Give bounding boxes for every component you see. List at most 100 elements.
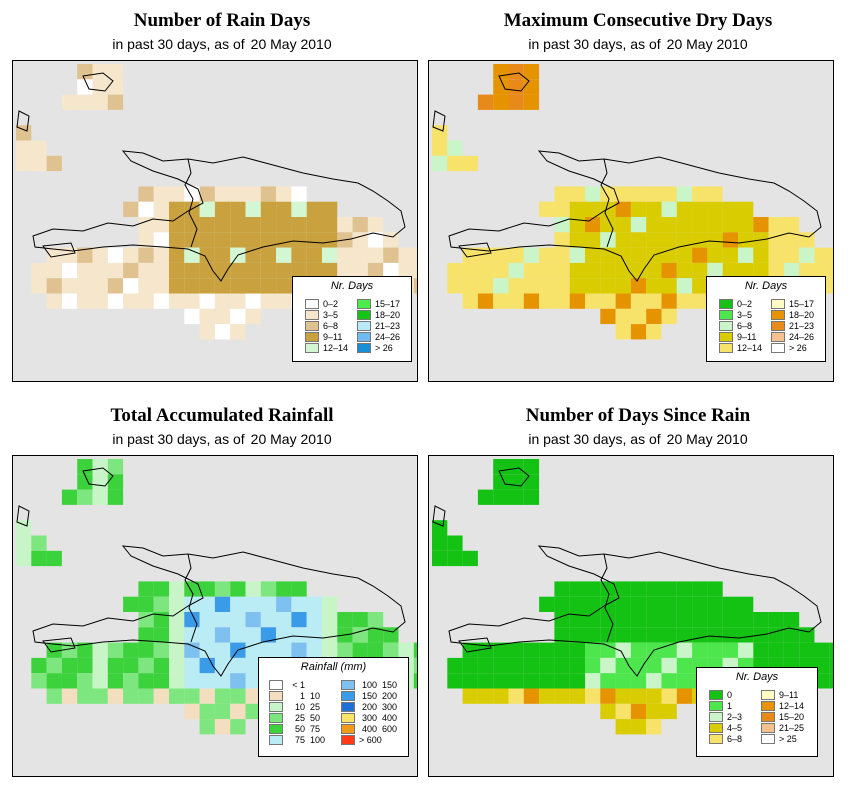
- grid-cell: [214, 324, 231, 340]
- grid-cell: [214, 657, 231, 674]
- grid-cell: [523, 79, 540, 95]
- grid-cell: [138, 688, 154, 704]
- grid-cell: [493, 79, 509, 95]
- grid-cell: [630, 581, 647, 597]
- grid-cell: [322, 642, 338, 658]
- grid-cell: [493, 673, 509, 689]
- legend: Nr. Days 0–2 3–5 6–8 9–11 12–14 15–17 18–20 21–…: [292, 276, 412, 362]
- legend-swatch: [357, 320, 371, 331]
- grid-cell: [554, 657, 570, 674]
- grid-cell: [46, 155, 62, 172]
- coastline: [448, 545, 822, 677]
- grid-cell: [230, 324, 246, 340]
- grid-cell: [46, 642, 62, 658]
- grid-cell: [447, 550, 463, 567]
- legend-swatch: [771, 309, 785, 320]
- grid-cell: [107, 293, 124, 309]
- grid-cell: [230, 293, 246, 309]
- grid-cell: [260, 217, 277, 233]
- grid-cell: [676, 262, 693, 279]
- legend-swatch: [771, 320, 785, 331]
- grid-cell: [508, 262, 524, 279]
- grid-cell: [230, 308, 246, 325]
- grid-cell: [199, 201, 215, 217]
- legend-item: > 25: [761, 733, 797, 744]
- grid-cell: [214, 247, 231, 263]
- grid-cell: [646, 719, 662, 735]
- grid-cell: [199, 688, 215, 704]
- grid-cell: [508, 673, 524, 689]
- grid-cell: [646, 262, 662, 279]
- grid-cell: [92, 247, 108, 263]
- grid-cell: [61, 688, 78, 704]
- grid-cell: [630, 262, 647, 279]
- grid-cell: [722, 612, 738, 628]
- legend-item: > 26: [357, 342, 393, 353]
- grid-cell: [276, 217, 292, 233]
- grid-cell: [661, 657, 677, 674]
- grid-cell: [245, 612, 261, 628]
- grid-cell: [153, 581, 169, 597]
- grid-cell: [707, 186, 723, 202]
- coastline: [32, 545, 406, 677]
- legend-label: 4–5: [727, 722, 743, 733]
- grid-cell: [447, 535, 463, 551]
- legend-label-low: 1: [299, 690, 305, 701]
- grid-cell: [46, 293, 62, 309]
- grid-cell: [107, 79, 124, 95]
- grid-cell: [214, 186, 231, 202]
- grid-cell: [230, 657, 246, 674]
- grid-cell: [214, 201, 231, 217]
- legend-swatch: [761, 711, 775, 722]
- grid-cell: [214, 703, 231, 720]
- grid-cell: [829, 278, 833, 294]
- grid-cell: [523, 688, 540, 704]
- grid-cell: [276, 293, 292, 309]
- legend-item: 18–20: [357, 309, 400, 320]
- grid-cell: [829, 673, 833, 689]
- grid-cell: [554, 688, 570, 704]
- grid-cell: [107, 278, 124, 294]
- grid-cell: [539, 596, 555, 612]
- legend-label-low: 25: [294, 712, 305, 723]
- grid-cell: [260, 232, 277, 248]
- grid-cell: [508, 688, 524, 704]
- islands-outline: [432, 72, 530, 258]
- grid-cell: [554, 293, 570, 309]
- legend-item: 10 25: [269, 701, 320, 712]
- grid-cell: [230, 186, 246, 202]
- grid-cell: [676, 642, 693, 658]
- legend-label: > 25: [779, 733, 797, 744]
- grid-cell: [554, 673, 570, 689]
- grid-cell: [153, 293, 169, 309]
- grid-cell: [523, 278, 540, 294]
- grid-cell: [447, 140, 463, 156]
- legend-item: 21–25: [761, 722, 804, 733]
- grid-cell: [306, 247, 322, 263]
- panel-subtitle: in past 30 days, as of 20 May 2010: [528, 36, 748, 52]
- grid-cell: [16, 155, 32, 172]
- legend-label: 3–5: [323, 309, 339, 320]
- grid-cell: [199, 703, 215, 720]
- grid-cell: [630, 247, 647, 263]
- legend-item: 100 150: [341, 679, 397, 690]
- grid-cell: [413, 673, 417, 689]
- grid-cell: [477, 673, 494, 689]
- grid-cell: [814, 247, 830, 263]
- legend-item: 21–23: [357, 320, 400, 331]
- grid-cell: [630, 596, 647, 612]
- grid-cell: [569, 201, 585, 217]
- legend-swatch: [305, 320, 319, 331]
- grid-cell: [493, 642, 509, 658]
- legend-label: 18–20: [375, 309, 401, 320]
- grid-cell: [306, 262, 322, 279]
- legend-swatch: [761, 700, 775, 711]
- grid-cell: [107, 642, 124, 658]
- grid-cell: [46, 262, 62, 279]
- legend-label: 15–20: [779, 711, 805, 722]
- grid-cell: [153, 186, 169, 202]
- grid-cell: [46, 688, 62, 704]
- grid-cell: [291, 612, 307, 628]
- legend-label-high: 25: [310, 701, 321, 712]
- legend-item: 300 400: [341, 712, 397, 723]
